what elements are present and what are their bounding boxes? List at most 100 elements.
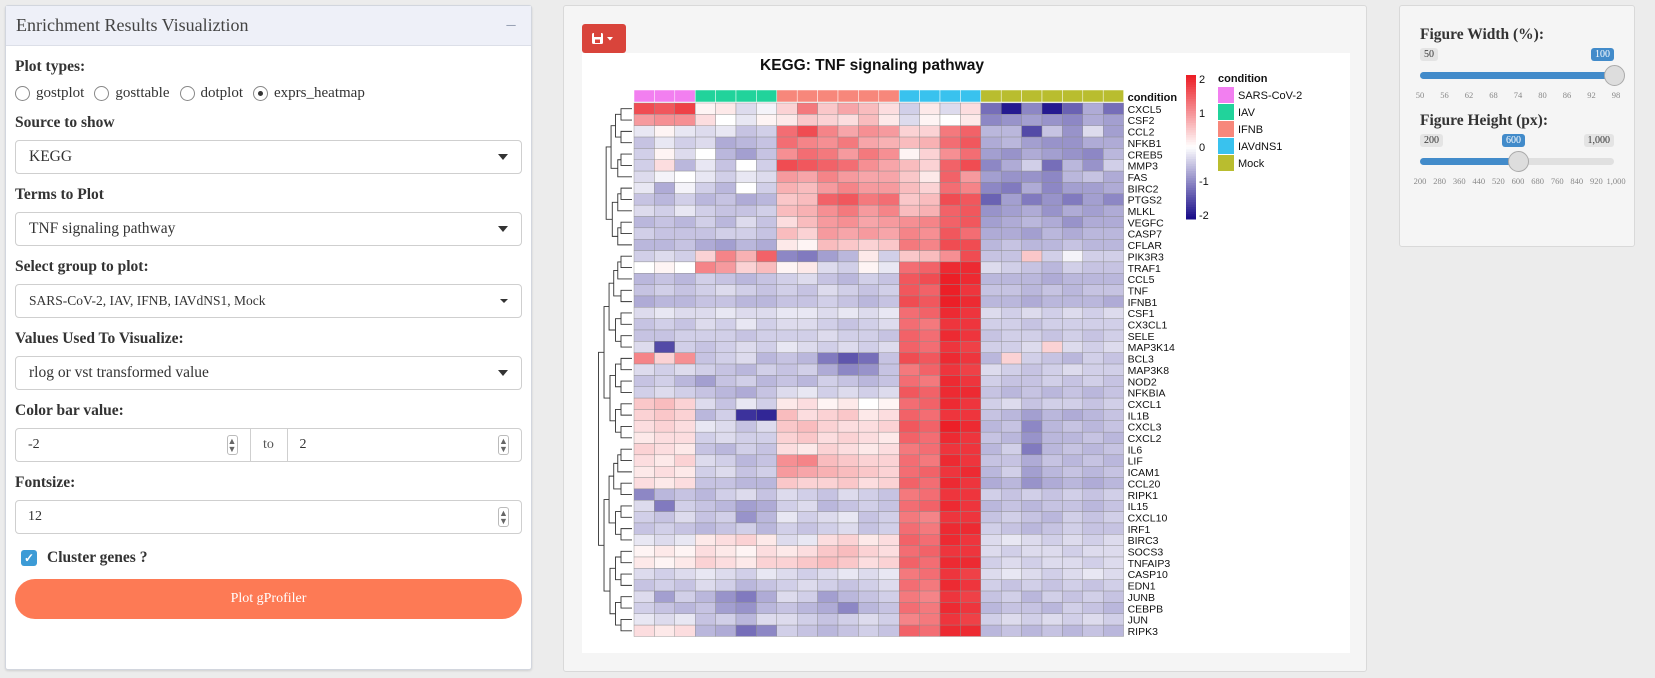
heatmap-cell [878,136,900,149]
radio-button-icon[interactable] [179,86,195,101]
heatmap-cell [858,466,879,478]
heatmap-cell [776,568,798,580]
heatmap-cell [776,454,798,467]
gene-label: CXCL2 [1128,433,1162,445]
heatmap-cell [735,341,757,353]
slider-handle[interactable] [1508,151,1529,172]
radio-dotplot[interactable]: dotplot [179,85,243,102]
heatmap-cell [980,273,1002,285]
group-select[interactable]: SARS-CoV-2, IAV, IFNB, IAVdNS1, Mock [15,284,522,318]
collapse-icon[interactable]: − [505,14,517,37]
heatmap-cell [1021,159,1043,172]
heatmap-cell [980,170,1002,183]
heatmap-cell [735,363,757,376]
chevron-down-icon [498,226,508,232]
slider-handle[interactable] [1604,65,1625,86]
spinner-icon[interactable]: ▲ ▼ [498,507,509,527]
radio-button-icon[interactable] [94,86,110,101]
radio-button-icon[interactable] [15,86,30,101]
colorbar-segment [1186,207,1196,210]
source-select[interactable]: KEGG [15,140,522,174]
fontsize-input[interactable]: 12 ▲ ▼ [15,500,522,534]
heatmap-cell [1062,170,1083,183]
heatmap-cell [1103,613,1124,626]
heatmap-cell [756,613,777,626]
heatmap-cell [756,511,777,524]
heatmap-cell [1103,409,1124,422]
radio-button-selected-icon[interactable] [253,86,269,101]
cluster-genes-checkbox[interactable]: ✓ Cluster genes ? [15,549,522,567]
annotation-cell [796,89,818,103]
heatmap-cell [878,579,900,592]
spinner-icon[interactable]: ▲ ▼ [226,435,238,455]
heatmap-cell [756,341,777,353]
heatmap-cell [919,454,941,467]
values-select[interactable]: rlog or vst transformed value [15,356,522,390]
heatmap-cell [878,238,900,251]
plot-types-radio-group: gostplot gosttable dotplot exprs_heatmap [15,85,522,102]
spinner-icon[interactable]: ▲ ▼ [498,435,509,455]
slider-grid: 50 56 62 68 74 80 86 92 98 [1416,90,1621,102]
settings-panel-header: Enrichment Results Visualiztion − [6,6,531,46]
colorbar-min-input[interactable]: -2 ▲ ▼ [15,428,251,462]
colorbar-segment [1186,144,1196,148]
heatmap-cell [796,102,818,115]
heatmap-cell [1062,568,1083,580]
colorbar-segment [1186,185,1196,189]
plot-gprofiler-button[interactable]: Plot gProfiler [15,579,522,619]
heatmap-cell [776,114,798,126]
heatmap-cell [919,307,941,319]
heatmap-cell [756,488,777,501]
heatmap-cell [1021,114,1043,126]
heatmap-cell [1041,409,1063,422]
dendrogram-branch [615,363,621,388]
heatmap-cell [817,420,839,433]
heatmap-cell [1021,511,1043,524]
radio-label: exprs_heatmap [274,85,365,101]
heatmap-cell [796,329,818,342]
save-dropdown-button[interactable] [582,24,626,53]
heatmap-cell [858,477,879,490]
heatmap-cell [1082,193,1104,206]
slider-fill [1420,158,1517,165]
checkmark-icon[interactable]: ✓ [21,550,37,566]
heatmap-cell [919,170,941,183]
heatmap-cell [633,454,655,467]
heatmap-cell [796,466,818,478]
heatmap-cell [674,477,696,490]
heatmap-cell [1103,545,1124,558]
heatmap-cell [735,238,757,251]
radio-gostplot[interactable]: gostplot [15,85,84,102]
heatmap-cell [1082,329,1104,342]
legend-label: SARS-CoV-2 [1238,90,1302,102]
heatmap-cell [817,182,839,194]
heatmap-cell [899,250,920,263]
colorbar-segment [1186,87,1196,90]
colorbar-segment [1186,113,1196,117]
heatmap-cell [980,227,1002,240]
heatmap-cell [1001,114,1022,126]
heatmap-cell [939,125,961,138]
heatmap-cell [756,363,777,376]
heatmap-cell [817,227,839,240]
slider-tick-label: 920 [1590,176,1603,186]
radio-gosttable[interactable]: gosttable [94,85,170,102]
heatmap-cell [817,159,839,172]
heatmap-cell [694,534,716,546]
slider-tick-label: 62 [1464,90,1474,100]
colorbar-max-input[interactable]: 2 ▲ ▼ [286,428,522,462]
figure-height-slider[interactable]: 200 600 1,000 200 280 360 440 520 600 680 760 84… [1414,130,1626,190]
heatmap-cell [756,409,777,422]
colorbar-segment [1186,178,1196,182]
heatmap-cell [633,216,655,229]
gene-label: BIRC3 [1128,535,1159,547]
figure-width-slider[interactable]: 50 100 50 56 62 68 74 80 86 92 98 [1416,44,1625,104]
heatmap-cell [796,454,818,467]
radio-exprs-heatmap[interactable]: exprs_heatmap [253,85,365,102]
terms-select[interactable]: TNF signaling pathway [15,212,522,246]
heatmap-cell [776,352,798,365]
heatmap-cell [858,307,879,319]
colorbar-range: -2 ▲ ▼ to 2 ▲ ▼ [15,428,522,462]
heatmap-cell [878,216,900,229]
dendrogram-branch [620,312,632,325]
